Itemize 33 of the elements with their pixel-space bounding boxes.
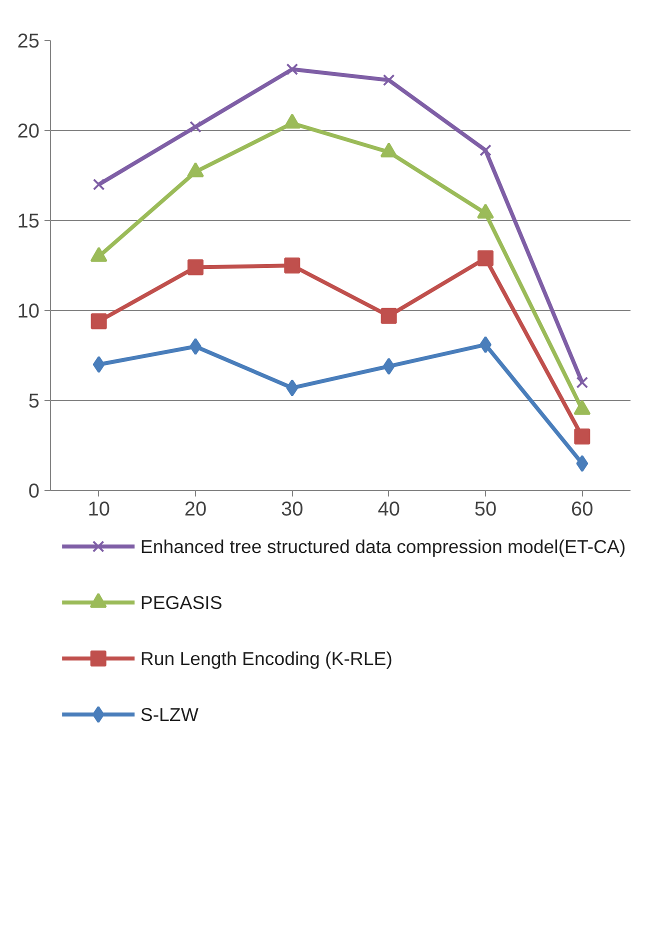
x-tick-label: 10 <box>88 498 110 520</box>
point <box>190 338 202 355</box>
x-tick-label: 20 <box>184 498 207 520</box>
point <box>382 74 395 86</box>
point <box>576 376 588 388</box>
point <box>380 308 397 324</box>
y-tick-label: 20 <box>17 120 40 142</box>
point <box>190 120 202 133</box>
point <box>574 428 590 444</box>
y-tick-label: 5 <box>28 390 40 412</box>
point <box>92 178 105 190</box>
point <box>90 313 107 330</box>
legend-label: Enhanced tree structured data compression model(ET-CA) <box>140 536 626 557</box>
legend-label: Run Length Encoding (K-RLE) <box>140 648 392 669</box>
x-tick-label: 50 <box>474 498 497 520</box>
point <box>286 63 298 76</box>
legend-label: PEGASIS <box>140 592 222 613</box>
x-tick-label: 60 <box>571 498 594 520</box>
x-tick-label: 40 <box>378 498 400 520</box>
legend-label: S-LZW <box>140 704 199 725</box>
point <box>92 356 105 373</box>
point <box>478 250 494 266</box>
y-tick-label: 10 <box>17 300 40 322</box>
point <box>284 258 300 274</box>
x-tick-label: 30 <box>281 498 304 520</box>
point <box>480 144 492 156</box>
point <box>286 379 298 396</box>
point <box>188 259 204 276</box>
y-tick-label: 0 <box>28 480 40 502</box>
point <box>382 358 395 375</box>
y-tick-label: 25 <box>17 30 40 52</box>
y-tick-label: 15 <box>17 210 40 232</box>
point <box>576 455 588 472</box>
